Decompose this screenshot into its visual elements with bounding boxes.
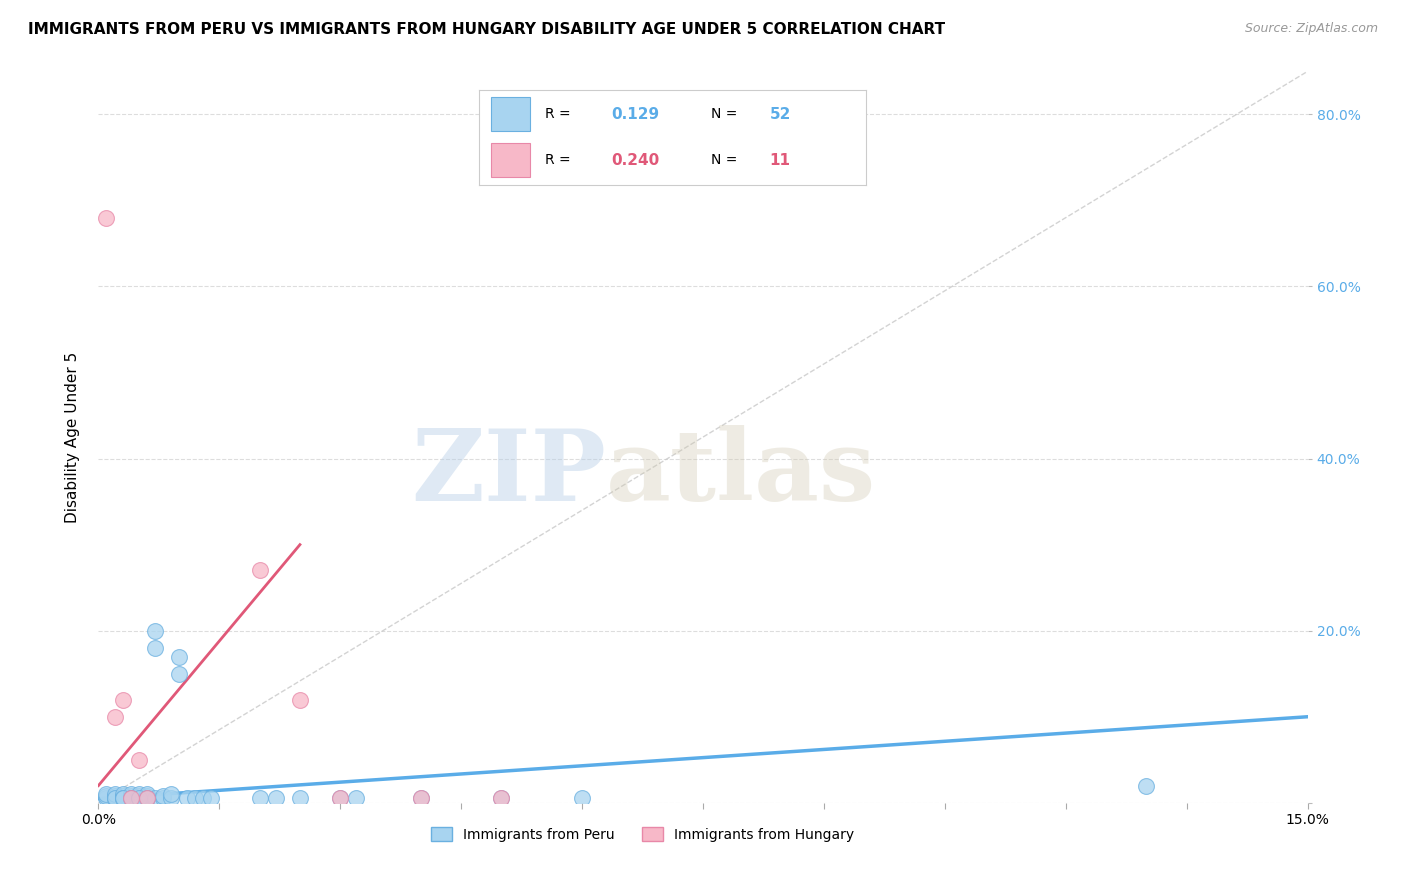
Point: [96, 787, 118, 801]
Point: [96, 211, 118, 225]
Text: atlas: atlas: [606, 425, 876, 522]
Point: [111, 787, 134, 801]
Point: [200, 791, 222, 805]
Point: [120, 791, 142, 805]
Point: [128, 789, 150, 803]
Point: [152, 791, 174, 805]
Point: [103, 791, 125, 805]
Point: [128, 787, 150, 801]
Point: [135, 791, 157, 805]
Point: [111, 791, 134, 805]
Point: [128, 791, 150, 805]
Point: [111, 692, 134, 706]
Point: [409, 791, 432, 805]
Point: [120, 787, 142, 801]
Point: [120, 789, 142, 803]
Text: ZIP: ZIP: [412, 425, 606, 522]
Point: [103, 791, 125, 805]
Point: [184, 791, 207, 805]
Point: [120, 791, 142, 805]
Text: Source: ZipAtlas.com: Source: ZipAtlas.com: [1244, 22, 1378, 36]
Point: [103, 791, 125, 805]
Y-axis label: Disability Age Under 5: Disability Age Under 5: [65, 351, 80, 523]
Point: [160, 787, 183, 801]
Point: [143, 791, 166, 805]
Point: [128, 791, 150, 805]
Point: [128, 753, 150, 767]
Point: [111, 791, 134, 805]
Text: IMMIGRANTS FROM PERU VS IMMIGRANTS FROM HUNGARY DISABILITY AGE UNDER 5 CORRELATI: IMMIGRANTS FROM PERU VS IMMIGRANTS FROM …: [28, 22, 945, 37]
Point: [160, 791, 183, 805]
Point: [135, 791, 157, 805]
Point: [135, 791, 157, 805]
Point: [103, 787, 125, 801]
Point: [111, 791, 134, 805]
Point: [329, 791, 352, 805]
Point: [143, 640, 166, 655]
Point: [143, 624, 166, 638]
Legend: Immigrants from Peru, Immigrants from Hungary: Immigrants from Peru, Immigrants from Hu…: [425, 822, 860, 847]
Point: [288, 692, 311, 706]
Point: [176, 791, 198, 805]
Point: [111, 789, 134, 803]
Point: [152, 789, 174, 803]
Point: [409, 791, 432, 805]
Point: [491, 791, 513, 805]
Point: [167, 666, 190, 681]
Point: [1135, 779, 1157, 793]
Point: [193, 791, 215, 805]
Point: [249, 564, 271, 578]
Point: [96, 791, 118, 805]
Point: [344, 791, 367, 805]
Point: [120, 791, 142, 805]
Point: [571, 791, 593, 805]
Point: [103, 710, 125, 724]
Point: [249, 791, 271, 805]
Point: [167, 649, 190, 664]
Point: [135, 791, 157, 805]
Point: [329, 791, 352, 805]
Point: [128, 791, 150, 805]
Point: [120, 791, 142, 805]
Point: [288, 791, 311, 805]
Point: [111, 791, 134, 805]
Point: [135, 789, 157, 803]
Point: [120, 791, 142, 805]
Point: [264, 791, 287, 805]
Point: [135, 787, 157, 801]
Point: [103, 789, 125, 803]
Point: [96, 789, 118, 803]
Point: [491, 791, 513, 805]
